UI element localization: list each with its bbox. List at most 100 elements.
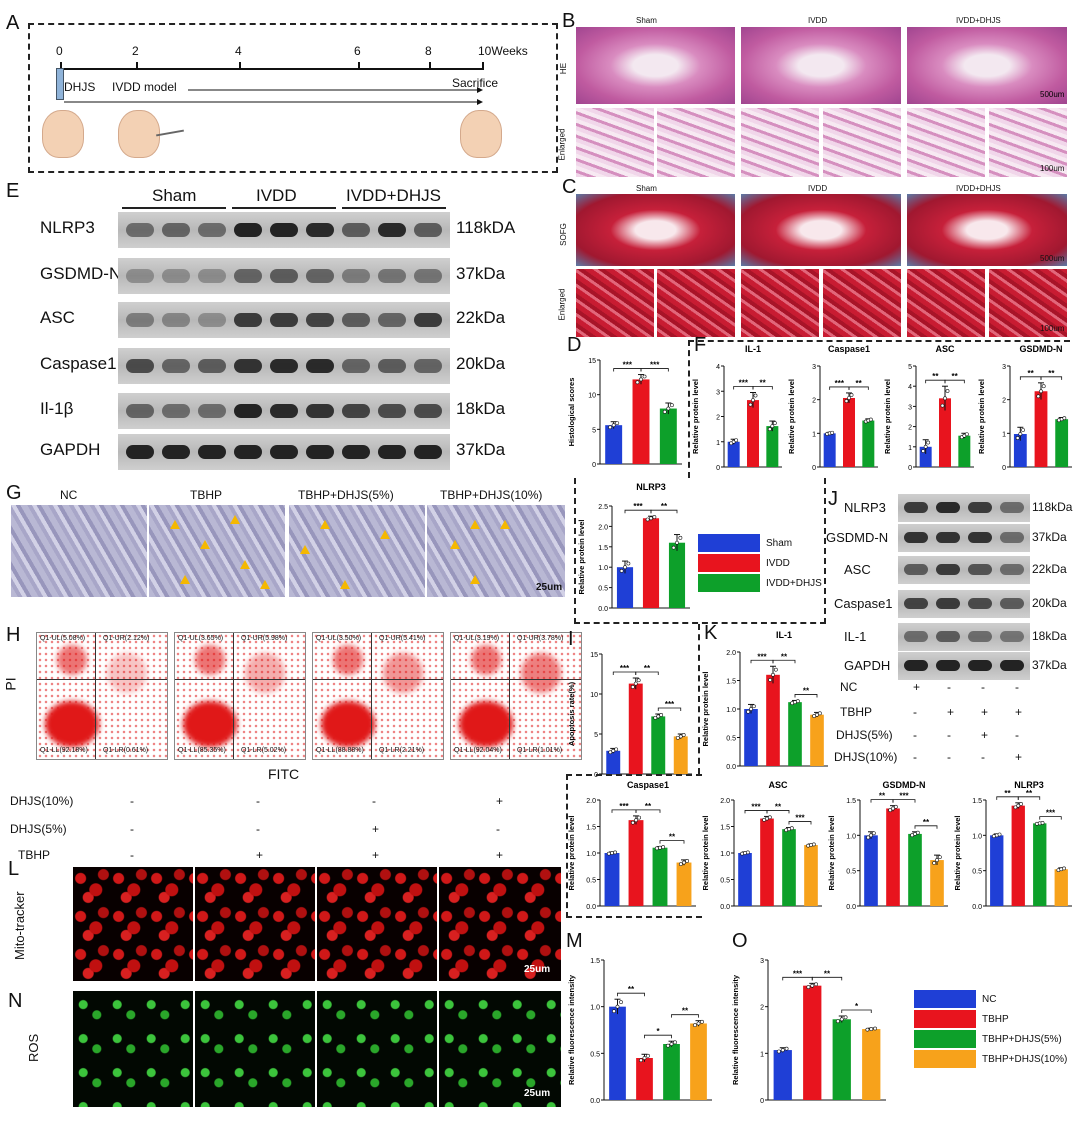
- significance-label: ***: [835, 379, 845, 388]
- f-dashed-box: [688, 340, 1070, 342]
- bar: [616, 567, 634, 608]
- chart-f-nlrp3: NLRP3 0.0 0.5 1.0 1.5 2.0 2.5 Relative protein …: [577, 482, 690, 613]
- significance-label: *: [656, 1027, 660, 1036]
- c-group-ivdd-dhjs: IVDD+DHJS: [956, 184, 1001, 193]
- data-point: [751, 704, 756, 709]
- y-tick-label: 0: [812, 465, 816, 472]
- treatment-mark: +: [256, 848, 264, 862]
- sofg-scale-100: 100um: [1040, 324, 1065, 333]
- significance-bracket: [772, 659, 796, 664]
- data-point: [637, 815, 642, 820]
- j-condition-mark: +: [981, 728, 989, 742]
- legend3-swatch-red: [698, 554, 760, 573]
- j-protein-label: GAPDH: [844, 658, 891, 673]
- bar: [744, 709, 758, 766]
- he-dhjs-enlarged-1: [906, 107, 986, 178]
- e-blot-band: [270, 269, 298, 283]
- legend4-swatch-orange: [914, 1050, 976, 1069]
- data-point: [669, 403, 674, 408]
- y-tick-label: 0.0: [590, 1098, 600, 1105]
- mito-tbhp-image: [194, 866, 316, 982]
- data-point: [658, 845, 662, 850]
- e-group-line-2: [232, 207, 336, 209]
- y-tick-label: 1.0: [726, 707, 736, 714]
- flow-quadrant-lr: Q1-LR(5.02%): [241, 747, 287, 754]
- data-point: [871, 831, 876, 836]
- j-condition-mark: +: [913, 680, 921, 694]
- j-blot-band: [904, 598, 928, 609]
- data-point: [839, 1017, 844, 1022]
- e-blot-band: [198, 359, 226, 373]
- j-condition-mark: -: [947, 750, 951, 764]
- e-blot-band: [162, 445, 190, 459]
- data-point: [1036, 394, 1041, 399]
- y-tick-label: 10: [590, 692, 598, 699]
- bar: [1033, 823, 1047, 906]
- timeline-dhjs-label: DHJS: [64, 80, 96, 94]
- significance-label: **: [856, 379, 863, 388]
- e-protein-label: ASC: [40, 308, 75, 327]
- e-blot-band: [126, 269, 154, 283]
- e-blot-band: [126, 445, 154, 459]
- data-point: [745, 850, 750, 855]
- significance-bracket: [788, 821, 812, 825]
- legend3: Sham IVDD IVDD+DHJS: [698, 534, 822, 594]
- data-point: [869, 833, 873, 838]
- e-protein-label: GSDMD-N: [40, 264, 122, 283]
- e-blot-band: [198, 445, 226, 459]
- j-blot-band: [904, 660, 928, 671]
- chart-title: GSDMD-N: [1020, 344, 1063, 354]
- data-point: [608, 750, 613, 755]
- j-condition-label: DHJS(10%): [834, 750, 898, 764]
- data-point: [619, 1000, 623, 1005]
- legend4-item-dhjs5: TBHP+DHJS(5%): [914, 1030, 1067, 1050]
- data-point: [693, 1023, 697, 1028]
- arrowhead-icon: [260, 580, 270, 589]
- data-point: [611, 748, 616, 753]
- data-point: [671, 545, 676, 550]
- k-dashed-left: [698, 624, 700, 774]
- e-blot-band: [270, 223, 298, 237]
- data-point: [935, 858, 939, 862]
- treatment-mark: +: [372, 822, 380, 836]
- e-blot-band: [234, 359, 262, 373]
- panel-n-letter: N: [8, 990, 23, 1012]
- significance-label: ***: [757, 652, 767, 661]
- y-tick-label: 1.0: [590, 1005, 600, 1012]
- e-group-ivdd-dhjs: IVDD+DHJS: [346, 186, 441, 205]
- flow-quadrant-ll: Q1-LL(92.04%): [454, 747, 502, 754]
- significance-label: ***: [633, 502, 643, 511]
- g-label-dhjs5: TBHP+DHJS(5%): [298, 488, 394, 502]
- j-size-label: 18kDa: [1032, 629, 1067, 643]
- e-blot-band: [342, 359, 370, 373]
- flow-gate-horizontal: [313, 679, 443, 680]
- treatment-row-label: DHJS(10%): [10, 794, 74, 808]
- significance-bracket: [640, 368, 669, 372]
- legend4-swatch-green: [914, 1030, 976, 1049]
- e-blot-band: [414, 404, 442, 418]
- significance-label: **: [803, 686, 810, 695]
- data-point: [646, 1053, 650, 1058]
- data-point: [749, 707, 753, 711]
- e-blot-band: [270, 404, 298, 418]
- significance-label: **: [645, 802, 652, 811]
- e-blot-band: [198, 223, 226, 237]
- b-row-enlarged: Enlarged: [557, 128, 567, 161]
- data-point: [923, 444, 928, 449]
- g-label-tbhp: TBHP: [190, 488, 223, 502]
- data-point: [926, 440, 931, 445]
- arrowhead-icon: [470, 575, 480, 584]
- treatment-row-label: DHJS(5%): [10, 822, 67, 836]
- chart-f-gsdmd: GSDMD-N 0 1 2 3 Relative protein level ** **: [977, 344, 1072, 472]
- panel-a-box: [28, 23, 558, 173]
- y-tick-label: 0.0: [720, 904, 730, 911]
- significance-label: **: [760, 379, 767, 388]
- significance-label: **: [669, 833, 676, 842]
- y-axis-label: Relative protein level: [567, 815, 576, 890]
- c-group-sham: Sham: [636, 184, 657, 193]
- ros-label: ROS: [26, 1033, 41, 1062]
- e-blot-band: [270, 445, 298, 459]
- e-blot-band: [414, 269, 442, 283]
- timeline-label-4: 4: [235, 44, 242, 58]
